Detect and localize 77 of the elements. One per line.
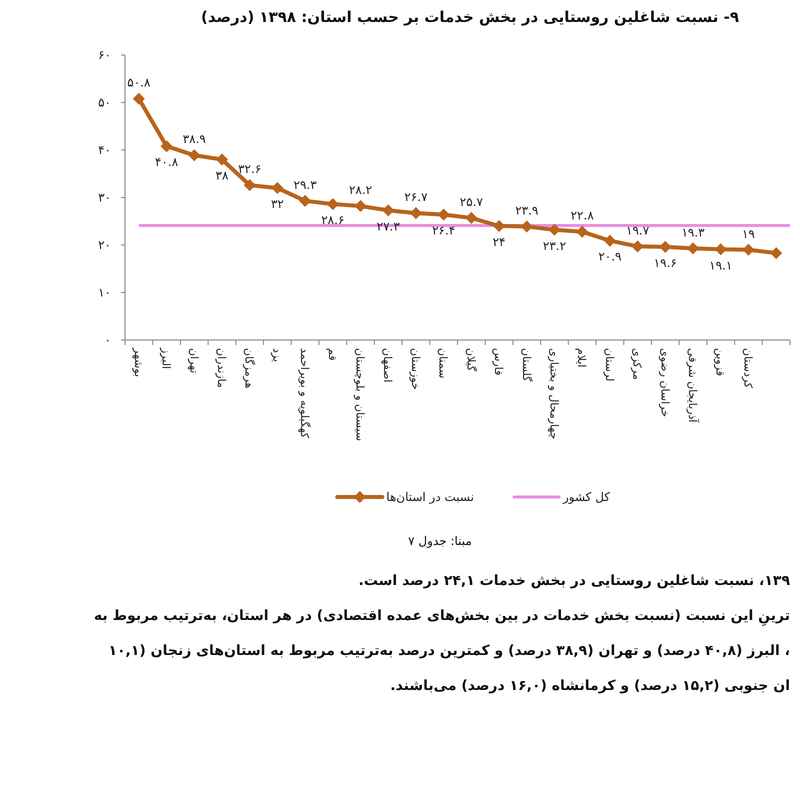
data-label: ۱۹.۳ xyxy=(681,225,706,240)
data-label: ۲۷.۳ xyxy=(376,219,400,234)
text: ، البرز (۴۰,۸ درصد) و تهران (۳۸,۹ درصد) و کمترین درصد به‌ترتیب مربوط به استان‌های زنجان (۱۰,۱ xyxy=(108,643,790,659)
data-label: ۲۶.۷ xyxy=(404,190,428,204)
point xyxy=(770,247,782,260)
data-label: ۳۸.۹ xyxy=(182,132,206,146)
text: مبنا: جدول ۷ xyxy=(408,534,472,548)
point xyxy=(438,208,450,221)
x-tick-label: تهران xyxy=(187,348,200,374)
point xyxy=(160,140,173,152)
x-tick-label: فارس xyxy=(492,348,506,376)
x-tick-label: کردستان xyxy=(741,348,754,389)
x-tick-label: گلستان xyxy=(520,348,533,382)
x-tick-label: خوزستان xyxy=(408,348,422,390)
y-tick-label: ۱۰ xyxy=(98,286,111,300)
x-tick-label: سمنان xyxy=(436,348,450,378)
x-tick-label: بوشهر xyxy=(132,347,145,378)
x-tick-label: لرستان xyxy=(602,348,616,382)
x-tick-label: قم xyxy=(326,348,339,361)
y-tick-label: ۳۰ xyxy=(98,190,111,204)
x-tick-label: آذربایجان شرقی xyxy=(686,348,700,424)
legend-label: کل کشور xyxy=(562,490,610,504)
data-label: ۲۰.۹ xyxy=(598,250,622,264)
x-tick-label: مرکزی xyxy=(630,348,644,380)
point xyxy=(299,194,312,207)
point xyxy=(132,92,145,105)
x-tick-label: هرمزگان xyxy=(242,348,256,389)
x-tick-label: خراسان رضوی xyxy=(658,348,672,418)
x-tick-label: چهارمحال و بختیاری xyxy=(547,348,560,440)
data-label: ۲۴ xyxy=(492,235,506,249)
y-tick-label: ۴۰ xyxy=(98,143,111,157)
x-tick-label: مازندران xyxy=(214,348,228,388)
text: ان جنوبی (۱۵,۲ درصد) و کرمانشاه (۱۶,۰ درصد) می‌باشند. xyxy=(390,678,790,694)
x-tick-label: کهگیلویه و بویراحمد xyxy=(298,348,312,439)
y-tick-label: ۵۰ xyxy=(98,96,111,110)
y-tick-label: ۰ xyxy=(104,333,111,347)
y-tick-label: ۶۰ xyxy=(98,48,111,62)
x-tick-label: قزوین xyxy=(714,348,727,376)
data-label: ۲۶.۴ xyxy=(432,224,456,238)
point xyxy=(216,154,228,166)
point xyxy=(354,200,367,212)
data-label: ۲۳.۲ xyxy=(542,238,566,253)
point xyxy=(410,207,422,220)
point xyxy=(188,149,200,162)
data-label: ۲۳.۹ xyxy=(515,203,538,218)
x-tick-label: ایلام xyxy=(575,348,588,368)
data-label: ۴۰.۸ xyxy=(154,155,179,170)
data-label: ۱۹.۶ xyxy=(654,256,677,270)
data-label: ۲۵.۷ xyxy=(460,194,484,209)
point xyxy=(548,224,560,236)
y-tick-label: ۲۰ xyxy=(98,238,111,252)
point xyxy=(576,226,588,238)
point xyxy=(382,204,394,216)
data-label: ۲۸.۶ xyxy=(321,213,344,228)
data-label: ۱۹.۱ xyxy=(709,258,732,272)
legend-label: نسبت در استان‌ها xyxy=(386,490,474,504)
x-tick-label: یزد xyxy=(270,348,284,362)
data-label: ۳۲.۶ xyxy=(238,162,262,176)
point xyxy=(326,198,339,210)
x-tick-label: اصفهان xyxy=(381,348,394,382)
data-label: ۳۸ xyxy=(216,168,229,182)
point xyxy=(465,212,478,224)
data-label: ۱۹ xyxy=(742,226,755,241)
data-label: ۲۹.۳ xyxy=(294,178,318,192)
text: ۱۳۹، نسبت شاغلین روستایی در بخش خدمات ۲۴,۱ درصد است. xyxy=(358,573,790,589)
data-label: ۵۰.۸ xyxy=(127,76,151,90)
chart-title: ۹- نسبت شاغلین روستایی در بخش خدمات بر حسب استان: ۱۳۹۸ (درصد) xyxy=(200,8,740,26)
point xyxy=(244,179,256,192)
point xyxy=(604,234,616,247)
data-label: ۳۲ xyxy=(270,197,284,211)
text: ترینِ این نسبت (نسبت بخش خدمات در بین بخش‌های عمده اقتصادی) در هر استان، به‌ترتیب مربوط به xyxy=(94,608,790,626)
x-tick-label: گیلان xyxy=(464,348,478,372)
data-label: ۲۲.۸ xyxy=(570,208,594,223)
x-tick-label: البرز xyxy=(160,347,173,370)
x-tick-label: سیستان و بلوچستان xyxy=(354,348,367,442)
data-label: ۲۸.۲ xyxy=(348,183,372,198)
data-label: ۱۹.۷ xyxy=(626,223,650,238)
